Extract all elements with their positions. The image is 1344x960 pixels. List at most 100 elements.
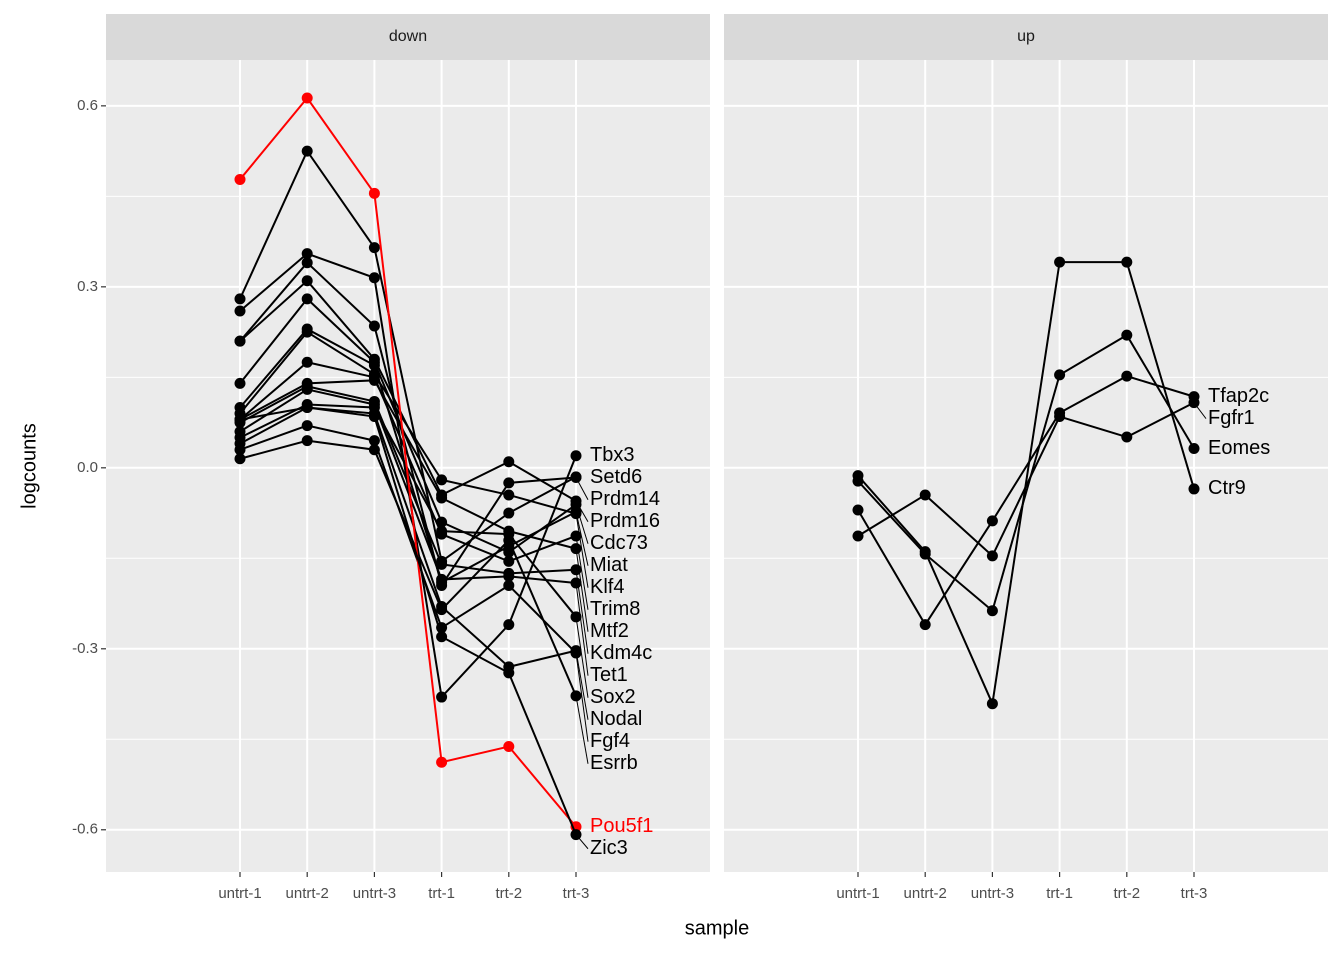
x-tick-label: trt-2 — [1113, 885, 1140, 902]
point — [301, 401, 313, 413]
series-line — [239, 330, 577, 515]
point — [503, 534, 515, 546]
series-label: Prdm16 — [590, 510, 660, 532]
series-label: Zic3 — [590, 837, 628, 859]
point — [436, 604, 448, 616]
series-label: Cdc73 — [590, 532, 648, 554]
label-connector — [575, 535, 589, 610]
point — [986, 550, 998, 562]
point — [234, 377, 246, 389]
strip-label: down — [389, 28, 427, 45]
label-connector — [575, 695, 589, 764]
x-tick-label: trt-1 — [428, 885, 455, 902]
series-label: Kdm4c — [590, 642, 652, 664]
series-label: Mtf2 — [590, 620, 629, 642]
x-tick-label: untrt-2 — [904, 885, 947, 902]
point — [368, 435, 380, 447]
point — [503, 579, 515, 591]
series-label: Nodal — [590, 708, 642, 730]
point — [503, 507, 515, 519]
series-line — [857, 375, 1195, 627]
series-label: Fgf4 — [590, 730, 630, 752]
series-line — [239, 406, 577, 668]
strip — [724, 14, 1328, 60]
point — [1054, 369, 1066, 381]
point — [503, 667, 515, 679]
point — [234, 173, 246, 185]
point — [301, 257, 313, 269]
series-label: Tfap2c — [1208, 385, 1269, 407]
point — [986, 515, 998, 527]
point — [301, 326, 313, 338]
point — [368, 374, 380, 386]
point — [436, 691, 448, 703]
point — [1054, 411, 1066, 423]
point — [503, 570, 515, 582]
point — [503, 489, 515, 501]
x-tick-label: trt-2 — [495, 885, 522, 902]
series-label: Setd6 — [590, 466, 642, 488]
point — [368, 242, 380, 254]
label-connector — [575, 834, 589, 850]
series-label: Fgfr1 — [1208, 407, 1255, 429]
point — [436, 631, 448, 643]
x-tick-label: untrt-3 — [353, 885, 396, 902]
label-connector — [575, 477, 589, 500]
point — [368, 359, 380, 371]
x-tick-label: untrt-1 — [836, 885, 879, 902]
point — [301, 92, 313, 104]
point — [986, 698, 998, 710]
point — [301, 420, 313, 432]
point — [436, 756, 448, 768]
point — [368, 320, 380, 332]
label-connector — [575, 513, 589, 588]
x-tick-label: untrt-3 — [971, 885, 1014, 902]
x-tick-label: trt-1 — [1046, 885, 1073, 902]
series-line — [239, 406, 577, 835]
strip — [106, 14, 710, 60]
point — [436, 474, 448, 486]
series-line — [239, 96, 577, 828]
point — [234, 453, 246, 465]
point — [436, 558, 448, 570]
point — [1121, 329, 1133, 341]
point — [986, 605, 998, 617]
point — [301, 435, 313, 447]
y-tick-label: -0.3 — [72, 640, 98, 657]
point — [1054, 256, 1066, 268]
x-axis-title: sample — [685, 917, 749, 939]
point — [301, 145, 313, 157]
y-tick-label: 0.6 — [77, 97, 98, 114]
series-line — [239, 297, 577, 554]
point — [234, 335, 246, 347]
point — [301, 248, 313, 260]
label-connector — [575, 652, 589, 742]
x-tick-label: trt-3 — [1181, 885, 1208, 902]
panel — [106, 60, 710, 872]
series-line — [239, 379, 577, 550]
point — [234, 293, 246, 305]
series-label: Sox2 — [590, 686, 636, 708]
point — [852, 530, 864, 542]
label-connector — [575, 504, 589, 544]
series-line — [857, 333, 1195, 613]
point — [301, 293, 313, 305]
series-line — [239, 361, 577, 563]
series-label: Miat — [590, 554, 628, 576]
label-connector — [575, 511, 589, 566]
point — [503, 555, 515, 567]
point — [503, 456, 515, 468]
label-connector — [1193, 402, 1207, 419]
series-label: Esrrb — [590, 752, 638, 774]
point — [301, 275, 313, 287]
y-tick-label: -0.6 — [72, 821, 98, 838]
point — [919, 489, 931, 501]
point — [436, 492, 448, 504]
point — [919, 546, 931, 558]
series-label: Prdm14 — [590, 488, 660, 510]
strip-label: up — [1017, 28, 1035, 45]
point — [503, 741, 515, 753]
y-tick-label: 0.3 — [77, 278, 98, 295]
series-label: Klf4 — [590, 576, 624, 598]
